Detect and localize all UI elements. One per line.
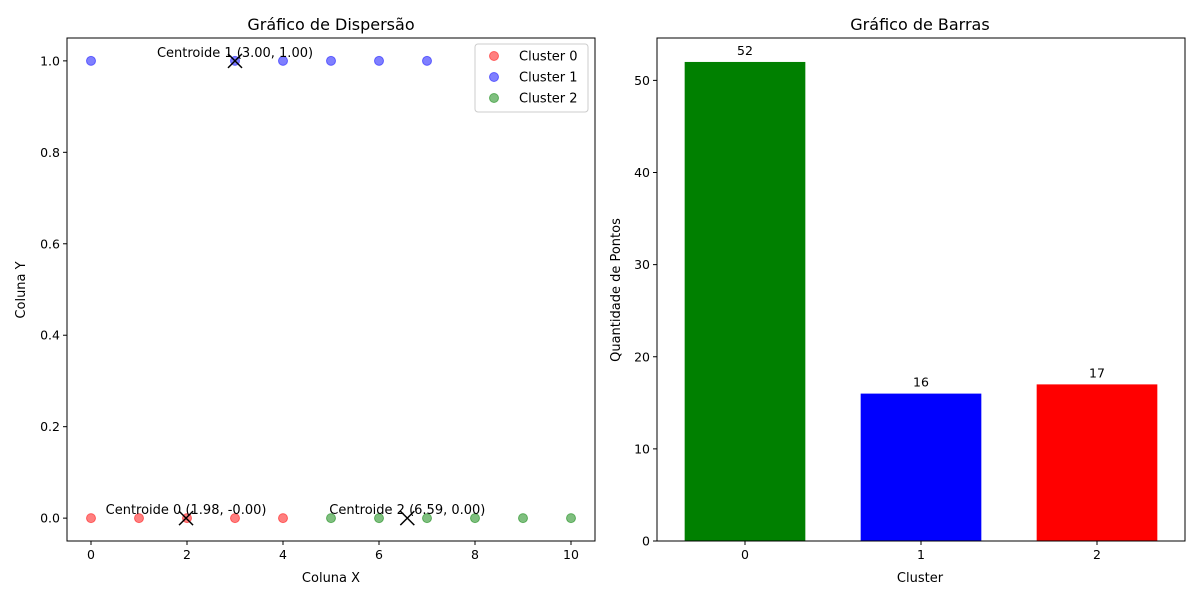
- scatter-x-axis-label: Coluna X: [302, 571, 360, 586]
- bar-x-tick-label: 1: [917, 547, 925, 562]
- scatter-title: Gráfico de Dispersão: [247, 15, 414, 34]
- scatter-centroids: Centroide 0 (1.98, -0.00) Centroide 1 (3.…: [106, 46, 485, 526]
- scatter-point: [134, 513, 144, 524]
- scatter-point: [86, 513, 96, 524]
- bar-value-label: 52: [737, 43, 753, 58]
- scatter-point: [470, 513, 480, 524]
- bar-bars: 52 16 17: [684, 43, 1158, 541]
- scatter-y-tick-label: 0.6: [40, 236, 60, 251]
- bar-y-tick-label: 30: [634, 257, 650, 272]
- scatter-y-axis-label: Coluna Y: [14, 261, 29, 318]
- scatter-point: [86, 55, 96, 66]
- scatter-point: [326, 513, 336, 524]
- bar-y-tick-label: 10: [634, 441, 650, 456]
- centroid-annotation: Centroide 2 (6.59, 0.00): [329, 503, 485, 518]
- legend-marker: [489, 72, 499, 82]
- scatter-y-tick-label: 0.4: [40, 328, 60, 343]
- scatter-y-tick-label: 0.2: [40, 419, 60, 434]
- scatter-x-tick-label: 10: [563, 547, 579, 562]
- centroid-marker-icon: [227, 53, 243, 69]
- bar-value-label: 17: [1089, 365, 1105, 380]
- scatter-point: [518, 513, 528, 524]
- legend-marker: [489, 93, 499, 103]
- legend-label: Cluster 0: [519, 50, 578, 65]
- scatter-x-tick-label: 2: [183, 547, 191, 562]
- scatter-x-tick-label: 6: [375, 547, 383, 562]
- scatter-point: [278, 55, 288, 66]
- bar-x-tick-label: 0: [741, 547, 749, 562]
- bar-x-axis-label: Cluster: [897, 571, 944, 586]
- legend-label: Cluster 2: [519, 92, 578, 107]
- bar-title: Gráfico de Barras: [850, 15, 989, 34]
- bar-x-tick-label: 2: [1093, 547, 1101, 562]
- centroid-annotation: Centroide 1 (3.00, 1.00): [157, 46, 313, 61]
- bar: [1036, 384, 1158, 541]
- scatter-point: [326, 55, 336, 66]
- scatter-y-tick-label: 0.8: [40, 145, 60, 160]
- scatter-y-tick-label: 1.0: [40, 53, 60, 68]
- scatter-y-tick-label: 0.0: [40, 511, 60, 526]
- bar: [860, 393, 982, 541]
- scatter-plot-frame: [66, 37, 596, 542]
- scatter-point: [230, 513, 240, 524]
- bar-y-tick-label: 40: [634, 165, 650, 180]
- centroid-marker-icon: [178, 510, 194, 526]
- bar-y-axis-label: Quantidade de Pontos: [609, 218, 624, 362]
- bar: [684, 61, 806, 541]
- bar-y-tick-label: 20: [634, 349, 650, 364]
- bar-plot-frame: [656, 37, 1186, 542]
- scatter-x-tick-label: 0: [87, 547, 95, 562]
- scatter-point: [422, 513, 432, 524]
- scatter-legend: Cluster 0 Cluster 1 Cluster 2: [474, 43, 589, 113]
- legend-label: Cluster 1: [519, 71, 578, 86]
- scatter-x-tick-label: 4: [279, 547, 287, 562]
- scatter-ticks: 0 2 4 6 8 10 0.0 0.2 0.4 0.6 0.8 1.0: [40, 53, 579, 562]
- bar-value-label: 16: [913, 375, 929, 390]
- legend-box: [474, 43, 589, 113]
- scatter-point: [422, 55, 432, 66]
- bar-chart: Gráfico de Barras Cluster Quantidade de …: [609, 15, 1186, 586]
- scatter-point: [374, 513, 384, 524]
- scatter-chart: Gráfico de Dispersão Coluna X Coluna Y 0…: [14, 15, 596, 586]
- scatter-point: [374, 55, 384, 66]
- scatter-x-tick-label: 8: [471, 547, 479, 562]
- centroid-annotation: Centroide 0 (1.98, -0.00): [106, 503, 267, 518]
- scatter-point: [566, 513, 576, 524]
- scatter-point: [278, 513, 288, 524]
- centroid-marker-icon: [399, 510, 415, 526]
- legend-marker: [489, 51, 499, 61]
- bar-y-tick-label: 0: [642, 534, 650, 549]
- bar-y-tick-label: 50: [634, 73, 650, 88]
